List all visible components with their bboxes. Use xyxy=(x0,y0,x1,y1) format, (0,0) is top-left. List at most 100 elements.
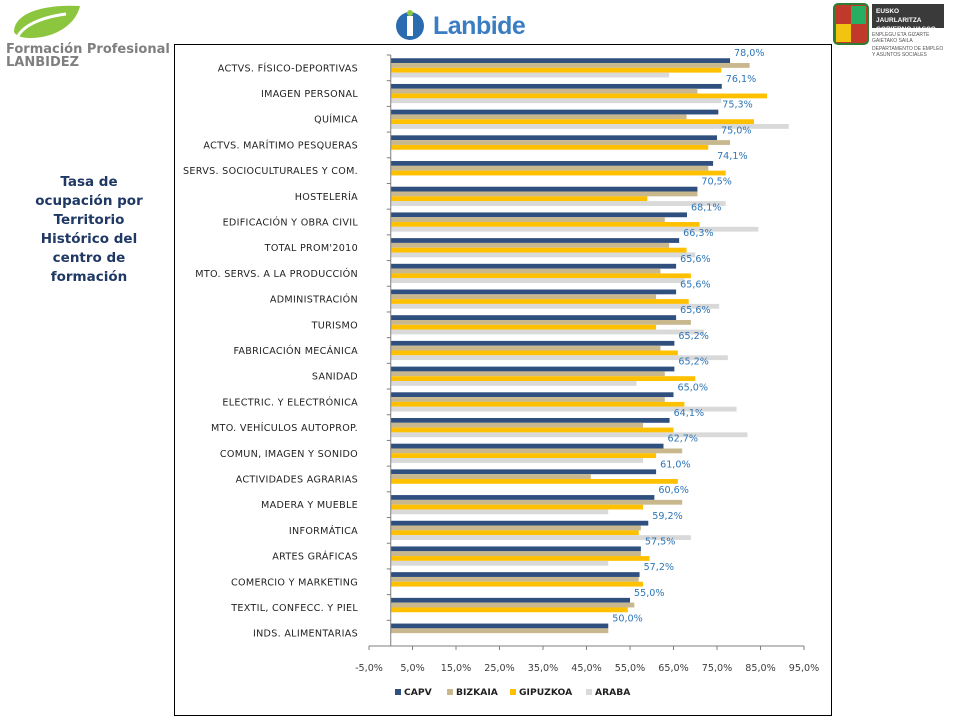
bar-bizkaia xyxy=(390,242,670,248)
bar-gipuzkoa xyxy=(390,247,687,253)
data-label: 65,6% xyxy=(680,305,710,316)
bar-gipuzkoa xyxy=(390,222,700,227)
category-label: MTO. SERVS. A LA PRODUCCIÓN xyxy=(195,267,358,280)
bar-bizkaia xyxy=(390,422,644,428)
bar-gipuzkoa xyxy=(390,196,648,202)
x-tick-label: 15,0% xyxy=(441,663,471,674)
bar-capv xyxy=(390,597,630,603)
data-label: 78,0% xyxy=(734,48,764,59)
dept-line2: GAIETAKO SAILA xyxy=(872,37,913,44)
category-label: ACTIVIDADES AGRARIAS xyxy=(236,474,358,485)
bar-bizkaia xyxy=(390,499,683,505)
category-label: TEXTIL, CONFECC. Y PIEL xyxy=(230,603,358,614)
bar-gipuzkoa xyxy=(390,119,754,125)
category-label: IMAGEN PERSONAL xyxy=(261,89,358,100)
bar-gipuzkoa xyxy=(390,144,709,150)
dept-line3: DEPARTAMENTO DE EMPLEO xyxy=(872,46,944,52)
bar-araba xyxy=(390,458,644,463)
side-title: Tasa de ocupación por Territorio Históri… xyxy=(24,173,154,287)
data-label: 65,2% xyxy=(678,357,708,368)
bar-araba xyxy=(390,329,704,335)
data-label: 65,2% xyxy=(678,331,708,342)
bar-bizkaia xyxy=(390,217,665,223)
x-tick-label: 75,0% xyxy=(702,663,732,674)
x-tick-label: 45,0% xyxy=(571,663,601,674)
category-label: SANIDAD xyxy=(312,372,358,383)
data-label: 64,1% xyxy=(674,408,704,419)
bar-araba xyxy=(390,124,789,129)
dept-line4: Y ASUNTOS SOCIALES xyxy=(872,51,927,58)
bar-gipuzkoa xyxy=(390,607,628,613)
bar-araba xyxy=(390,303,720,309)
bar-gipuzkoa xyxy=(390,401,685,407)
data-label: 55,0% xyxy=(634,588,664,599)
x-tick-label: 35,0% xyxy=(528,663,558,674)
x-tick-label: 25,0% xyxy=(484,663,514,674)
data-label: 68,1% xyxy=(691,202,721,213)
bar-bizkaia xyxy=(390,88,698,94)
data-label: 59,2% xyxy=(652,511,682,522)
category-label: MADERA Y MUEBLE xyxy=(261,500,358,511)
formacion-profesional-logo xyxy=(14,5,80,38)
data-label: 60,6% xyxy=(658,485,688,496)
category-label: ARTES GRÁFICAS xyxy=(272,550,358,563)
bar-capv xyxy=(390,186,698,192)
bar-bizkaia xyxy=(390,294,657,300)
data-label: 65,6% xyxy=(680,280,710,291)
bar-bizkaia xyxy=(390,140,731,145)
side-title-line: centro de xyxy=(52,250,126,266)
category-label: ELECTRIC. Y ELECTRÓNICA xyxy=(222,395,358,408)
bar-gipuzkoa xyxy=(390,67,722,73)
lanbide-logo xyxy=(396,10,424,40)
bar-bizkaia xyxy=(390,602,635,608)
bar-capv xyxy=(390,469,657,475)
bar-gipuzkoa xyxy=(390,556,650,561)
x-tick-label: -5,0% xyxy=(355,663,383,674)
bar-capv xyxy=(390,417,670,423)
side-title-line: Tasa de xyxy=(60,174,118,190)
bar-bizkaia xyxy=(390,525,641,531)
category-label: MTO. VEHÍCULOS AUTOPROP. xyxy=(211,421,358,434)
bar-bizkaia xyxy=(390,448,683,454)
data-label: 61,0% xyxy=(660,459,690,470)
legend-swatch-bizkaia xyxy=(447,689,453,695)
data-label: 65,0% xyxy=(678,382,708,393)
bar-bizkaia xyxy=(390,320,691,325)
category-label: HOSTELERÍA xyxy=(295,190,358,203)
bar-gipuzkoa xyxy=(390,93,768,99)
data-label: 76,1% xyxy=(726,74,756,85)
legend-swatch-gipuzkoa xyxy=(510,689,516,695)
data-label: 65,6% xyxy=(680,254,710,265)
legend-label-gipuzkoa: GIPUZKOA xyxy=(519,687,573,698)
bar-araba xyxy=(390,509,609,515)
formacion-profesional-text: Formación Profesional LANBIDEZ xyxy=(6,43,170,69)
bar-bizkaia xyxy=(390,345,661,351)
bar-araba xyxy=(390,380,637,386)
bar-bizkaia xyxy=(390,268,661,274)
gv-line1: EUSKO JAURLARITZA xyxy=(876,8,922,24)
bar-araba xyxy=(390,560,609,566)
bar-capv xyxy=(390,392,674,398)
category-label: INFORMÁTICA xyxy=(289,524,358,537)
bar-araba xyxy=(390,252,696,258)
bar-capv xyxy=(390,315,677,321)
data-label: 70,5% xyxy=(701,177,731,188)
side-title-line: formación xyxy=(50,269,128,285)
bar-bizkaia xyxy=(390,63,750,68)
department-text: ENPLEGU ETA GIZARTE GAIETAKO SAILA DEPAR… xyxy=(872,32,952,58)
bar-capv xyxy=(390,366,675,372)
bar-capv xyxy=(390,135,717,141)
bar-gipuzkoa xyxy=(390,350,678,356)
bar-gipuzkoa xyxy=(390,581,644,587)
data-label: 75,3% xyxy=(722,100,752,111)
legend-label-araba: ARABA xyxy=(595,687,631,698)
bar-araba xyxy=(390,535,691,540)
lanbide-wordmark: Lanbide xyxy=(433,12,526,40)
category-label: INDS. ALIMENTARIAS xyxy=(253,629,358,640)
bar-araba xyxy=(390,355,728,361)
bar-bizkaia xyxy=(390,474,591,479)
x-tick-label: 55,0% xyxy=(615,663,645,674)
bar-araba xyxy=(390,278,685,284)
bar-capv xyxy=(390,520,649,526)
data-label: 62,7% xyxy=(667,434,697,445)
